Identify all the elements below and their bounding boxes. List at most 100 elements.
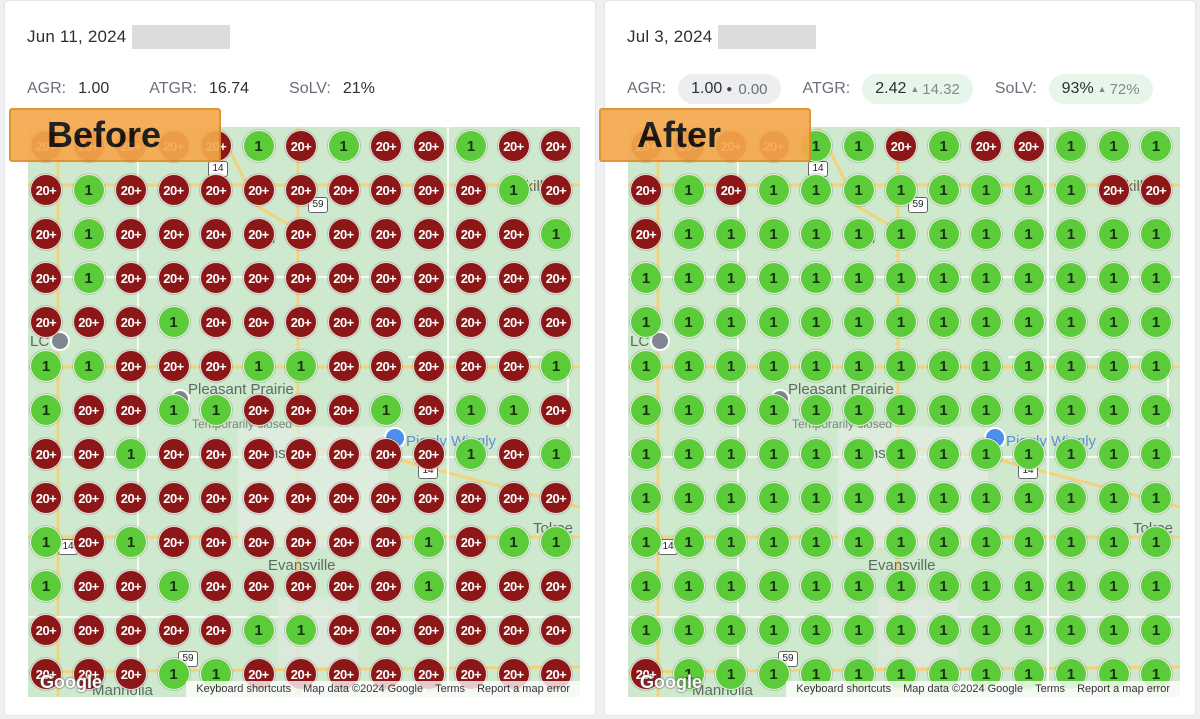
rank-pin[interactable]: 20+ [30,438,62,470]
rank-pin[interactable]: 20+ [540,614,572,646]
rank-pin[interactable]: 1 [672,526,705,558]
rank-pin[interactable]: 20+ [115,482,147,514]
rank-pin[interactable]: 1 [885,174,917,206]
rank-pin[interactable]: 1 [1097,526,1130,558]
rank-pin[interactable]: 1 [757,614,790,646]
rank-pin[interactable]: 20+ [540,394,572,426]
rank-pin[interactable]: 20+ [200,570,232,602]
rank-pin[interactable]: 20+ [157,614,190,646]
rank-pin[interactable]: 20+ [412,350,445,382]
rank-pin[interactable]: 1 [970,174,1002,206]
rank-pin[interactable]: 1 [497,174,530,206]
rank-pin[interactable]: 1 [800,306,832,338]
rank-pin[interactable]: 1 [455,438,487,470]
rank-pin[interactable]: 1 [757,438,790,470]
rank-pin[interactable]: 1 [885,218,917,250]
rank-pin[interactable]: 1 [1055,570,1087,602]
rank-pin[interactable]: 20+ [242,394,275,426]
rank-pin[interactable]: 1 [540,526,572,558]
rank-pin[interactable]: 1 [672,394,705,426]
rank-pin[interactable]: 1 [30,526,62,558]
rank-pin[interactable]: 20+ [30,306,62,338]
rank-pin[interactable]: 1 [1140,262,1172,294]
rank-pin[interactable]: 20+ [370,438,402,470]
rank-pin[interactable]: 1 [1140,306,1172,338]
rank-pin[interactable]: 1 [672,174,705,206]
rank-pin[interactable]: 20+ [115,570,147,602]
rank-pin[interactable]: 20+ [497,130,530,162]
rank-pin[interactable]: 1 [800,218,832,250]
rank-pin[interactable]: 1 [757,526,790,558]
rank-pin[interactable]: 1 [1055,482,1087,514]
rank-pin[interactable]: 20+ [200,350,232,382]
rank-pin[interactable]: 20+ [540,262,572,294]
rank-pin[interactable]: 1 [1055,262,1087,294]
rank-pin[interactable]: 1 [715,614,747,646]
rank-pin[interactable]: 1 [800,614,832,646]
rank-pin[interactable]: 1 [672,658,705,690]
rank-pin[interactable]: 1 [970,218,1002,250]
rank-pin[interactable]: 1 [1012,570,1045,602]
rank-pin[interactable]: 20+ [30,614,62,646]
rank-pin[interactable]: 20+ [370,174,402,206]
rank-pin[interactable]: 1 [927,482,960,514]
rank-pin[interactable]: 20+ [327,570,360,602]
rank-pin[interactable]: 1 [1012,438,1045,470]
rank-pin[interactable]: 20+ [72,306,105,338]
rank-pin[interactable]: 20+ [115,306,147,338]
rank-pin[interactable]: 20+ [285,438,317,470]
rank-pin[interactable]: 1 [970,438,1002,470]
rank-pin[interactable]: 20+ [285,526,317,558]
rank-pin[interactable]: 1 [30,570,62,602]
rank-pin[interactable]: 1 [1097,394,1130,426]
rank-pin[interactable]: 1 [672,306,705,338]
rank-pin[interactable]: 20+ [1097,174,1130,206]
rank-pin[interactable]: 20+ [497,482,530,514]
rank-pin[interactable]: 20+ [200,482,232,514]
rank-pin[interactable]: 1 [497,526,530,558]
rank-pin[interactable]: 20+ [242,306,275,338]
keyboard-shortcuts-link[interactable]: Keyboard shortcuts [196,683,292,695]
rank-pin[interactable]: 20+ [115,218,147,250]
rank-pin[interactable]: 20+ [72,570,105,602]
rank-pin[interactable]: 20+ [497,218,530,250]
rank-pin[interactable]: 1 [927,438,960,470]
rank-pin[interactable]: 1 [1012,526,1045,558]
rank-pin[interactable]: 1 [842,262,875,294]
rank-pin[interactable]: 1 [885,526,917,558]
rank-pin[interactable]: 1 [630,614,662,646]
rank-pin[interactable]: 1 [1055,350,1087,382]
rank-pin[interactable]: 20+ [200,174,232,206]
rank-pin[interactable]: 1 [1097,482,1130,514]
rank-pin[interactable]: 20+ [285,306,317,338]
rank-pin[interactable]: 1 [1012,306,1045,338]
rank-pin[interactable]: 20+ [200,306,232,338]
rank-pin[interactable]: 1 [630,306,662,338]
rank-pin[interactable]: 1 [30,350,62,382]
rank-pin[interactable]: 1 [927,262,960,294]
rank-pin[interactable]: 1 [412,526,445,558]
rank-pin[interactable]: 20+ [412,218,445,250]
rank-pin[interactable]: 1 [630,394,662,426]
rank-pin[interactable]: 1 [800,394,832,426]
rank-pin[interactable]: 1 [672,438,705,470]
rank-pin[interactable]: 1 [842,306,875,338]
rank-pin[interactable]: 1 [970,306,1002,338]
rank-pin[interactable]: 1 [885,482,917,514]
rank-pin[interactable]: 1 [630,350,662,382]
rank-pin[interactable]: 20+ [115,394,147,426]
rank-pin[interactable]: 20+ [370,482,402,514]
rank-pin[interactable]: 1 [885,438,917,470]
rank-pin[interactable]: 20+ [540,306,572,338]
rank-pin[interactable]: 1 [1140,570,1172,602]
rank-pin[interactable]: 1 [1012,394,1045,426]
rank-pin[interactable]: 1 [672,482,705,514]
rank-pin[interactable]: 1 [1140,218,1172,250]
rank-pin[interactable]: 1 [800,350,832,382]
rank-pin[interactable]: 20+ [540,570,572,602]
rank-pin[interactable]: 20+ [285,262,317,294]
rank-pin[interactable]: 1 [72,262,105,294]
rank-pin[interactable]: 20+ [327,482,360,514]
rank-pin[interactable]: 1 [30,394,62,426]
rank-pin[interactable]: 1 [455,130,487,162]
